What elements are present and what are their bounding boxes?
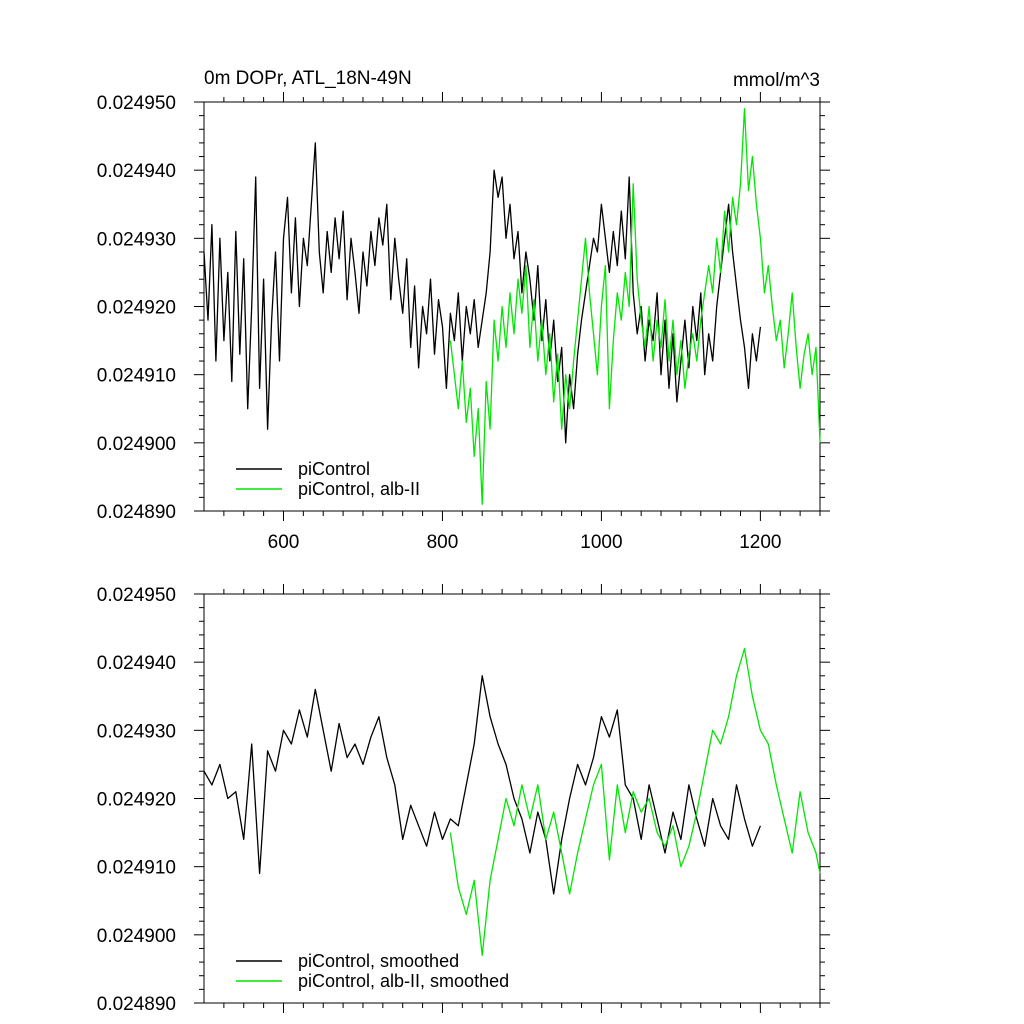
units-label: mmol/m^3 [733,70,820,91]
top-x-tick-label: 800 [427,532,459,553]
bottom-y-tick-label: 0.024950 [97,585,176,606]
bottom-y-tick-label: 0.024940 [97,653,176,674]
top-x-tick-label: 1200 [739,532,781,553]
top-series-line-0 [203,142,762,444]
top-x-tick-label: 600 [268,532,300,553]
bottom-y-tick-label: 0.024920 [97,790,176,811]
top-y-tick-label: 0.024910 [97,366,176,387]
top-y-tick-label: 0.024900 [97,434,176,455]
top-plot-frame [203,101,821,512]
bottom-series-line-1 [449,647,821,956]
top-legend-label: piControl [298,459,370,479]
top-y-tick-label: 0.024890 [97,502,176,523]
bottom-series-line-0 [203,675,762,895]
bottom-plot-frame [203,593,821,1004]
figure-title: 0m DOPr, ATL_18N-49N [204,68,412,89]
top-x-tick-label: 1000 [580,532,622,553]
top-legend-label: piControl, alb-II [298,479,420,499]
bottom-panel: 0.024890 0.024900 0.024910 0.024920 0.024930… [97,584,830,1015]
bottom-legend-label: piControl, alb-II, smoothed [298,971,509,991]
bottom-y-tick-label: 0.024930 [97,721,176,742]
bottom-legend-label: piControl, smoothed [298,951,459,971]
top-y-tick-label: 0.024930 [97,229,176,250]
top-y-tick-label: 0.024950 [97,93,176,114]
bottom-y-tick-label: 0.024900 [97,926,176,947]
bottom-y-tick-label: 0.024910 [97,858,176,879]
top-y-tick-label: 0.024920 [97,298,176,319]
top-series-line-1 [449,108,821,505]
bottom-y-tick-label: 0.024890 [97,994,176,1015]
top-panel: 600 800 1000 1200 0.024890 0.024900 0.024910 0.… [97,92,830,553]
top-y-tick-label: 0.024940 [97,161,176,182]
